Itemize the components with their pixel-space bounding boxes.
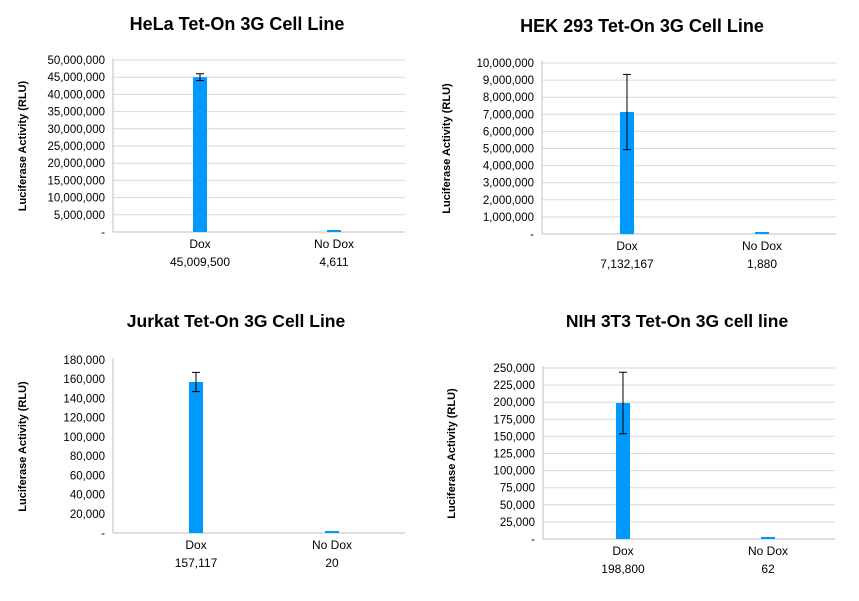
- chart-hek293-svg: HEK 293 Tet-On 3G Cell Line - 1,000,000 2,0…: [441, 16, 836, 271]
- y-tick-label: 40,000: [70, 490, 105, 502]
- y-tick-label: 120,000: [63, 413, 105, 425]
- y-tick-label: 5,000,000: [54, 210, 105, 222]
- chart-title: HeLa Tet-On 3G Cell Line: [130, 14, 345, 34]
- y-tick-label: 125,000: [493, 449, 535, 461]
- y-tick-label: 6,000,000: [483, 126, 534, 138]
- x-category-label: Dox: [616, 239, 637, 253]
- chart-title: Jurkat Tet-On 3G Cell Line: [127, 311, 346, 331]
- y-tick-label: 45,000,000: [47, 72, 105, 84]
- x-category-label: No Dox: [748, 544, 788, 558]
- y-tick-label: 160,000: [63, 374, 105, 386]
- y-tick-label: 50,000: [500, 500, 535, 512]
- y-tick-label: 20,000: [70, 509, 105, 521]
- x-category-label: No Dox: [312, 538, 352, 552]
- value-label: 198,800: [601, 562, 645, 576]
- x-category-label: No Dox: [314, 237, 354, 251]
- value-label: 45,009,500: [170, 255, 230, 269]
- chart-hela: HeLa Tet-On 3G Cell Line - 5,000,000 10,000…: [0, 0, 430, 290]
- y-tick-label: 75,000: [500, 483, 535, 495]
- y-tick-label: 80,000: [70, 451, 105, 463]
- y-tick-label: 7,000,000: [483, 109, 534, 121]
- chart-nih3t3: NIH 3T3 Tet-On 3G cell line - 25,000 50,000…: [430, 300, 859, 601]
- y-tick-label: 225,000: [493, 380, 535, 392]
- chart-title: HEK 293 Tet-On 3G Cell Line: [520, 16, 764, 36]
- y-tick-label: 200,000: [493, 397, 535, 409]
- y-axis-title: Luciferase Activity (RLU): [446, 388, 458, 519]
- y-tick-label: 8,000,000: [483, 92, 534, 104]
- bar-dox: [189, 381, 203, 533]
- y-tick-label: 175,000: [493, 414, 535, 426]
- value-label: 157,117: [175, 556, 218, 570]
- x-category-label: Dox: [185, 538, 206, 552]
- chart-hela-svg: HeLa Tet-On 3G Cell Line - 5,000,000 10,000…: [17, 14, 405, 269]
- y-tick-label: 180,000: [63, 355, 105, 367]
- chart-nih3t3-svg: NIH 3T3 Tet-On 3G cell line - 25,000 50,000…: [446, 311, 835, 576]
- y-tick-label: -: [530, 229, 534, 241]
- value-label: 1,880: [747, 257, 777, 271]
- y-tick-label: 9,000,000: [483, 75, 534, 87]
- y-tick-label: 2,000,000: [483, 195, 534, 207]
- chart-title: NIH 3T3 Tet-On 3G cell line: [566, 311, 789, 331]
- bar-dox: [620, 112, 634, 234]
- bar-no-dox: [761, 537, 775, 539]
- y-tick-label: 10,000,000: [47, 193, 105, 205]
- x-category-label: Dox: [612, 544, 633, 558]
- bar-no-dox: [755, 232, 769, 234]
- x-category-label: No Dox: [742, 239, 782, 253]
- value-label: 62: [761, 562, 775, 576]
- y-tick-label: -: [101, 528, 105, 540]
- y-tick-label: 150,000: [493, 431, 535, 443]
- y-tick-label: 20,000,000: [47, 158, 105, 170]
- bar-dox: [616, 403, 630, 539]
- y-tick-label: 250,000: [493, 363, 535, 375]
- x-category-label: Dox: [189, 237, 210, 251]
- y-tick-label: 1,000,000: [483, 212, 534, 224]
- chart-hek293: HEK 293 Tet-On 3G Cell Line - 1,000,000 2,0…: [430, 0, 859, 290]
- y-tick-label: 5,000,000: [483, 144, 534, 156]
- chart-jurkat: Jurkat Tet-On 3G Cell Line - 20,000 40,000 6…: [0, 300, 430, 601]
- y-tick-label: 25,000,000: [47, 141, 105, 153]
- bar-no-dox: [327, 230, 341, 232]
- value-label: 4,611: [319, 255, 348, 269]
- y-axis-title: Luciferase Activity (RLU): [17, 80, 29, 211]
- y-tick-label: 140,000: [63, 393, 105, 405]
- y-tick-label: 3,000,000: [483, 178, 534, 190]
- bar-no-dox: [325, 531, 339, 533]
- y-tick-label: 100,000: [493, 466, 535, 478]
- y-tick-label: 25,000: [500, 517, 535, 529]
- value-label: 20: [325, 556, 339, 570]
- y-axis-title: Luciferase Activity (RLU): [441, 83, 453, 214]
- y-tick-label: 50,000,000: [47, 55, 105, 67]
- bar-dox: [193, 77, 207, 232]
- y-tick-label: -: [101, 227, 105, 239]
- y-tick-label: -: [531, 534, 535, 546]
- y-tick-label: 10,000,000: [476, 58, 534, 70]
- y-tick-label: 60,000: [70, 470, 105, 482]
- chart-jurkat-svg: Jurkat Tet-On 3G Cell Line - 20,000 40,000 6…: [17, 311, 405, 570]
- y-tick-label: 30,000,000: [47, 124, 105, 136]
- y-axis-title: Luciferase Activity (RLU): [17, 381, 29, 512]
- y-tick-label: 15,000,000: [47, 175, 105, 187]
- y-tick-label: 35,000,000: [47, 107, 105, 119]
- y-tick-label: 4,000,000: [483, 161, 534, 173]
- y-tick-label: 40,000,000: [47, 89, 105, 101]
- value-label: 7,132,167: [600, 257, 654, 271]
- y-tick-label: 100,000: [63, 432, 105, 444]
